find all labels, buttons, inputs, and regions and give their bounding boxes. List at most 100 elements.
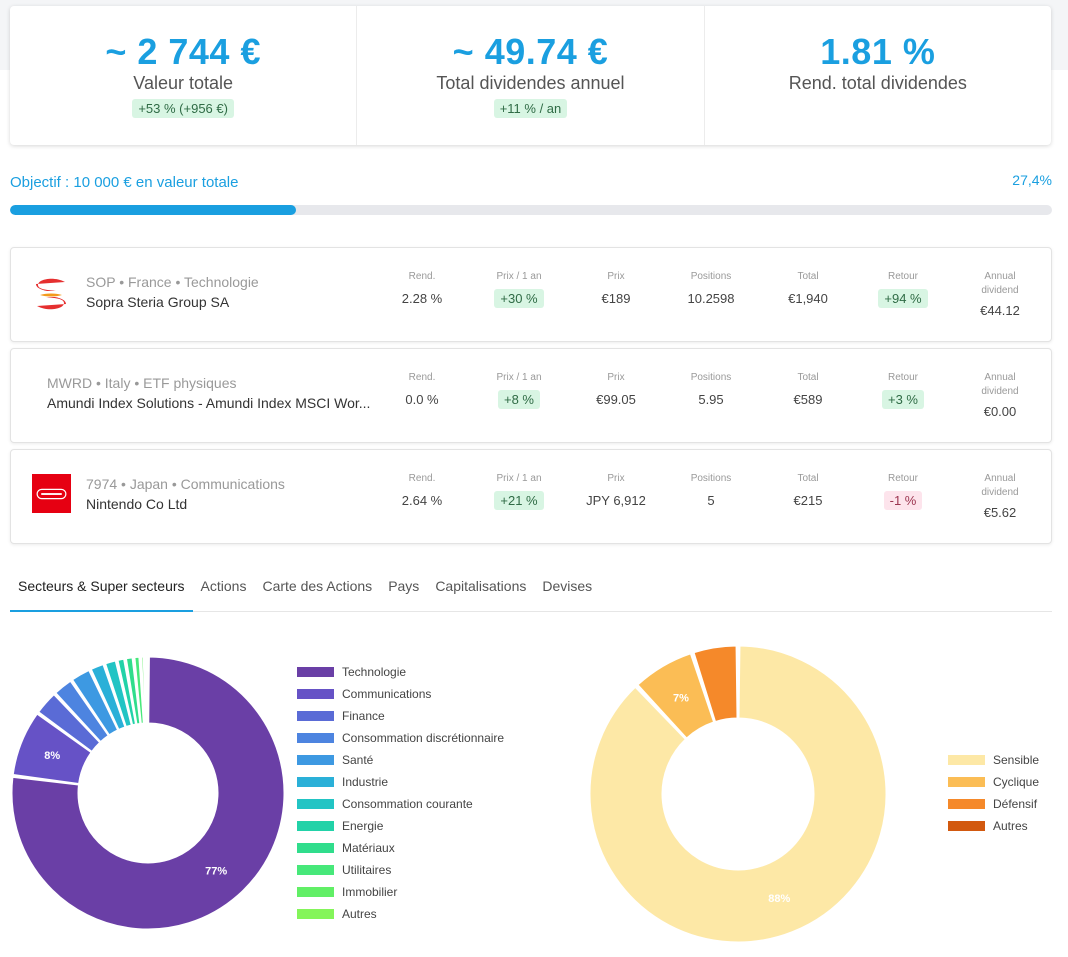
donut-slice-utilitaires[interactable] bbox=[134, 656, 144, 724]
col-value: 2.28 % bbox=[401, 291, 443, 306]
goal-progress-bar bbox=[10, 205, 1052, 215]
col-value: €589 bbox=[793, 392, 823, 407]
col-positions: Positions 5 bbox=[666, 472, 756, 508]
legend-label: Finance bbox=[342, 709, 385, 723]
holding-card[interactable]: MWRD • Italy • ETF physiques Amundi Inde… bbox=[10, 348, 1052, 443]
legend-item[interactable]: Consommation discrétionnaire bbox=[297, 727, 504, 749]
col-value: €99.05 bbox=[596, 392, 636, 407]
legend-item[interactable]: Communications bbox=[297, 683, 504, 705]
col-value: 5 bbox=[707, 493, 715, 508]
super-sectors-legend: Sensible Cyclique Défensif Autres bbox=[948, 749, 1039, 837]
col-prix-1an: Prix / 1 an +30 % bbox=[474, 270, 564, 308]
col-value: 10.2598 bbox=[687, 291, 735, 306]
col-annual-dividend: Annual dividend €5.62 bbox=[955, 472, 1045, 520]
price-change-badge: +30 % bbox=[494, 289, 544, 308]
col-header: Prix / 1 an bbox=[496, 372, 542, 383]
col-value: 5.95 bbox=[698, 392, 724, 407]
col-value: €189 bbox=[601, 291, 631, 306]
legend-item[interactable]: Energie bbox=[297, 815, 504, 837]
tab-pays[interactable]: Pays bbox=[388, 578, 420, 594]
legend-item[interactable]: Utilitaires bbox=[297, 859, 504, 881]
donut-slice-industrie[interactable] bbox=[90, 664, 126, 731]
legend-item[interactable]: Défensif bbox=[948, 793, 1039, 815]
donut-slice-d-fensif[interactable] bbox=[693, 645, 738, 723]
legend-item[interactable]: Finance bbox=[297, 705, 504, 727]
legend-label: Utilitaires bbox=[342, 863, 392, 877]
legend-item[interactable]: Matériaux bbox=[297, 837, 504, 859]
col-header: Total bbox=[797, 473, 819, 484]
kpi-annual-dividends: ~ 49.74 € Total dividendes annuel +11 % … bbox=[357, 6, 705, 145]
holding-card[interactable]: 7974 • Japan • Communications Nintendo C… bbox=[10, 449, 1052, 544]
col-retour: Retour +3 % bbox=[858, 371, 948, 409]
goal-label: Objectif : 10 000 € en valeur totale bbox=[10, 174, 239, 191]
legend-item[interactable]: Santé bbox=[297, 749, 504, 771]
col-header: Rend. bbox=[408, 372, 436, 383]
kpi-label: Valeur totale bbox=[133, 73, 234, 93]
legend-label: Autres bbox=[993, 819, 1028, 833]
col-value: €0.00 bbox=[983, 404, 1017, 419]
return-badge: -1 % bbox=[883, 491, 923, 510]
donut-slice-finance[interactable] bbox=[38, 694, 101, 752]
legend-swatch bbox=[948, 799, 985, 809]
kpi-value: ~ 49.74 € bbox=[452, 31, 609, 72]
legend-item[interactable]: Sensible bbox=[948, 749, 1039, 771]
donut-slice-sant-[interactable] bbox=[72, 669, 119, 736]
legend-item[interactable]: Immobilier bbox=[297, 881, 504, 903]
holding-name[interactable]: Sopra Steria Group SA bbox=[86, 294, 230, 310]
col-header: Prix / 1 an bbox=[496, 271, 542, 282]
col-total: Total €589 bbox=[763, 371, 853, 407]
price-change-badge: +8 % bbox=[498, 390, 540, 409]
tab-secteurs[interactable]: Secteurs & Super secteurs bbox=[10, 568, 193, 612]
legend-swatch bbox=[948, 821, 985, 831]
holding-name[interactable]: Nintendo Co Ltd bbox=[86, 496, 188, 512]
legend-label: Industrie bbox=[342, 775, 389, 789]
donut-slice-consommation-courante[interactable] bbox=[105, 660, 132, 728]
legend-item[interactable]: Technologie bbox=[297, 661, 504, 683]
tab-devises[interactable]: Devises bbox=[542, 578, 593, 594]
legend-item[interactable]: Cyclique bbox=[948, 771, 1039, 793]
legend-label: Autres bbox=[342, 907, 377, 921]
legend-swatch bbox=[948, 755, 985, 765]
col-value: JPY 6,912 bbox=[586, 493, 646, 508]
legend-label: Sensible bbox=[993, 753, 1040, 767]
col-total: Total €215 bbox=[763, 472, 853, 508]
col-header: Positions bbox=[690, 473, 732, 484]
super-sectors-donut-chart: 88% 7% bbox=[589, 645, 887, 943]
donut-data-label: 7% bbox=[673, 693, 689, 705]
analysis-tabs: Secteurs & Super secteurs Actions Carte … bbox=[10, 568, 1052, 612]
col-header: Total bbox=[797, 271, 819, 282]
legend-item[interactable]: Autres bbox=[297, 903, 504, 925]
col-header: Positions bbox=[690, 271, 732, 282]
legend-item[interactable]: Autres bbox=[948, 815, 1039, 837]
legend-swatch bbox=[297, 777, 334, 787]
legend-item[interactable]: Industrie bbox=[297, 771, 504, 793]
holding-name[interactable]: Amundi Index Solutions - Amundi Index MS… bbox=[47, 395, 371, 411]
return-badge: +3 % bbox=[882, 390, 924, 409]
legend-item[interactable]: Consommation courante bbox=[297, 793, 504, 815]
col-header: Retour bbox=[887, 473, 918, 484]
tab-capitalisations[interactable]: Capitalisations bbox=[435, 578, 527, 594]
donut-slice-sensible[interactable] bbox=[589, 645, 887, 943]
holding-meta: 7974 • Japan • Communications bbox=[86, 476, 285, 492]
col-header: Annual dividend bbox=[981, 372, 1019, 397]
donut-slice-autres[interactable] bbox=[145, 656, 148, 724]
holding-card[interactable]: SOP • France • Technologie Sopra Steria … bbox=[10, 247, 1052, 342]
nintendo-logo bbox=[32, 474, 71, 513]
donut-slice-mat-riaux[interactable] bbox=[125, 657, 141, 725]
col-header: Prix bbox=[607, 473, 625, 484]
donut-slice-communications[interactable] bbox=[12, 713, 92, 785]
donut-slice-technologie[interactable] bbox=[11, 656, 285, 930]
donut-slice-immobilier[interactable] bbox=[141, 656, 147, 724]
tab-carte-actions[interactable]: Carte des Actions bbox=[262, 578, 373, 594]
donut-slice-consommation-discr-tionnaire[interactable] bbox=[55, 680, 109, 743]
col-prix: Prix €189 bbox=[571, 270, 661, 306]
col-rend: Rend. 2.64 % bbox=[377, 472, 467, 508]
col-total: Total €1,940 bbox=[763, 270, 853, 306]
kpi-summary-card: ~ 2 744 € Valeur totale +53 % (+956 €) ~… bbox=[10, 6, 1051, 145]
legend-swatch bbox=[297, 909, 334, 919]
tab-actions[interactable]: Actions bbox=[200, 578, 247, 594]
donut-slice-energie[interactable] bbox=[117, 658, 137, 726]
col-positions: Positions 5.95 bbox=[666, 371, 756, 407]
donut-slice-cyclique[interactable] bbox=[637, 653, 715, 739]
col-header: Retour bbox=[887, 372, 918, 383]
